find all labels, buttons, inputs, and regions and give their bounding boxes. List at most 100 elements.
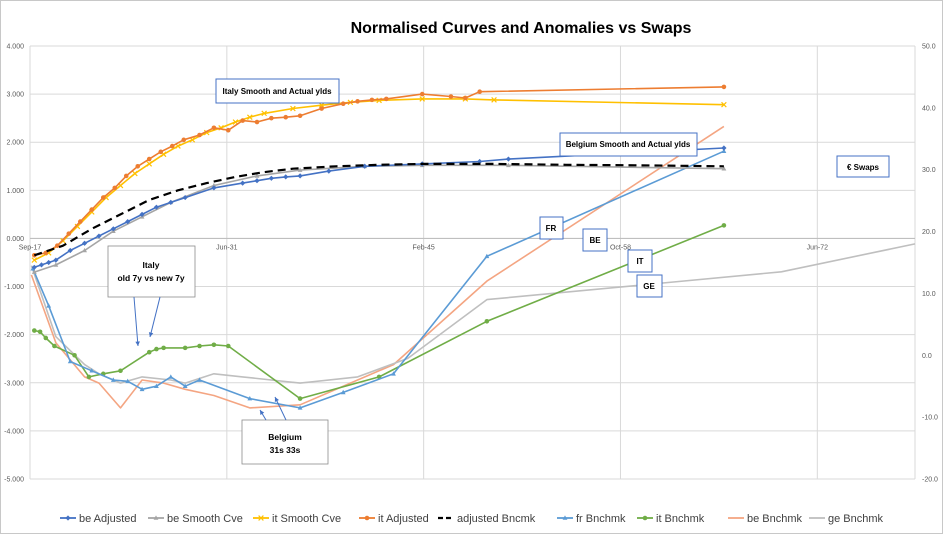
circle-marker (54, 243, 60, 248)
triangle-marker (153, 515, 159, 520)
legend-label: it Smooth Cve (272, 513, 341, 525)
italy-smooth-label: Italy Smooth and Actual ylds (222, 87, 332, 96)
legend-label: adjusted Bncmk (457, 513, 536, 525)
diamond-marker (31, 264, 37, 270)
circle-marker (118, 368, 123, 374)
x-marker (721, 101, 727, 108)
series-fr-bnchmk (30, 148, 727, 410)
circle-marker (86, 374, 92, 380)
ge-label-box (636, 274, 663, 298)
x-tick-label: Jun-31 (216, 244, 238, 251)
y-right-tick-label: 50.0 (922, 44, 936, 51)
x-marker (246, 114, 253, 121)
triangle-marker (82, 247, 87, 253)
diamond-marker (477, 158, 483, 165)
triangle-marker (139, 386, 145, 392)
series-line (33, 162, 724, 257)
arrow-line (133, 296, 139, 347)
triangle-marker (340, 389, 346, 395)
legend-label: be Bnchmk (747, 513, 803, 525)
triangle-marker (391, 371, 396, 376)
triangle-marker (125, 378, 131, 384)
circle-marker (43, 335, 49, 341)
italy-smooth-label-box (215, 78, 340, 104)
circle-marker (355, 99, 360, 104)
circle-marker (181, 137, 187, 143)
x-tick-label: Jun-72 (807, 244, 829, 251)
legend-label: be Smooth Cve (167, 513, 243, 525)
legend-label: fr Bnchmk (576, 513, 626, 525)
italy-old-new-label-box (107, 245, 196, 298)
circle-marker (197, 132, 202, 138)
diamond-marker (65, 515, 71, 521)
ge-label: GE (643, 282, 655, 291)
circle-marker (158, 149, 164, 155)
x-marker (318, 102, 325, 109)
diamond-marker (139, 211, 145, 217)
x-marker (419, 96, 426, 102)
y-right-tick-label: 20.0 (922, 229, 936, 236)
triangle-marker (721, 148, 727, 153)
y-right-tick-label: 30.0 (922, 167, 936, 174)
y-right-tick-label: -20.0 (922, 477, 938, 484)
x-marker (146, 161, 153, 167)
arrow-head (260, 410, 265, 415)
chart-title: Normalised Curves and Anomalies vs Swaps (351, 20, 692, 37)
circle-marker (37, 329, 43, 335)
triangle-marker (154, 383, 159, 389)
legend-item-ge-bnchmk: ge Bnchmk (809, 513, 884, 525)
circle-marker (66, 231, 72, 236)
y-right-tick-label: 0.0 (922, 353, 932, 360)
diamond-marker (268, 175, 274, 181)
circle-marker (319, 106, 324, 111)
circle-marker (182, 345, 188, 351)
series-adjusted-bncmk (33, 162, 724, 257)
y-left-tick-label: -2.000 (4, 332, 24, 339)
triangle-marker (89, 368, 95, 373)
y-left-tick-label: 0.000 (6, 236, 24, 243)
diamond-marker (38, 262, 45, 268)
italy-old-new-label-line-2: old 7y vs new 7y (117, 273, 184, 283)
triangle-marker (247, 395, 253, 401)
legend-item-it-adjusted: it Adjusted (359, 513, 429, 525)
diamond-marker (721, 145, 727, 151)
circle-marker (340, 101, 346, 107)
circle-marker (32, 328, 37, 333)
legend-item-be-smooth-cve: be Smooth Cve (148, 513, 243, 525)
legend-label: ge Bnchmk (828, 513, 884, 525)
diamond-marker (53, 257, 59, 263)
y-left-tick-label: 3.000 (6, 92, 24, 99)
circle-marker (721, 84, 727, 90)
arrow-line (149, 296, 161, 338)
circle-marker (297, 396, 303, 401)
legend-item-be-bnchmk: be Bnchmk (728, 513, 803, 525)
circle-marker (154, 346, 159, 352)
fr-label: FR (546, 224, 557, 233)
circle-marker (197, 343, 202, 349)
legend-item-it-bnchmk: it Bnchmk (637, 513, 705, 525)
triangle-marker (53, 262, 59, 267)
y-left-tick-label: 2.000 (6, 140, 24, 147)
legend-item-it-smooth-cve: it Smooth Cve (253, 513, 341, 525)
legend: be Adjusted be Smooth Cve it Smooth Cve it … (60, 513, 884, 525)
series-it-bnchmk (32, 223, 727, 401)
y-left-tick-label: 1.000 (6, 188, 24, 195)
triangle-marker (182, 383, 188, 389)
series-it-adjusted (32, 84, 727, 258)
x-tick-label: Oct-58 (610, 244, 631, 251)
diamond-marker (283, 174, 289, 180)
series (30, 84, 916, 410)
diamond-marker (240, 180, 246, 186)
y-left-tick-label: -1.000 (4, 284, 24, 291)
circle-marker (72, 352, 77, 358)
y-right-tick-label: -10.0 (922, 415, 938, 422)
triangle-marker (254, 173, 260, 178)
circle-marker (240, 118, 245, 123)
circle-marker (112, 185, 118, 191)
triangle-marker (484, 253, 490, 259)
diamond-marker (362, 163, 368, 169)
x-marker (74, 223, 81, 230)
legend-item-fr-bnchmk: fr Bnchmk (557, 513, 626, 525)
circle-marker (169, 143, 175, 149)
